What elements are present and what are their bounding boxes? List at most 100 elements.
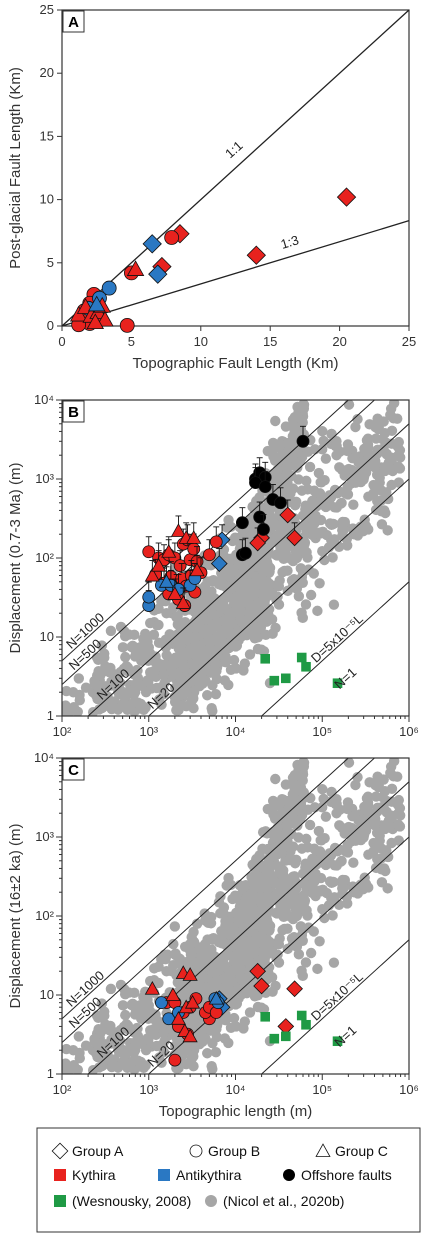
nicol-point [329,860,340,871]
x-tick-label: 10⁶ [399,724,419,739]
diamond-marker-kythira [286,529,303,547]
nicol-point [338,882,349,894]
nicol-point [210,1046,222,1058]
nicol-point [297,417,308,428]
nicol-point [212,616,223,628]
nicol-point [97,1051,109,1062]
nicol-point [179,617,191,628]
nicol-point [106,703,117,715]
nicol-point [80,682,92,693]
circle-marker-antikythira [101,280,117,296]
y-tick-label: 25 [40,2,54,17]
nicol-point [247,579,258,590]
diamond-marker-kythira [336,187,357,207]
nicol-point [127,998,138,1010]
nicol-point [376,877,388,888]
nicol-point [239,900,250,911]
y-tick-label: 5 [47,255,54,270]
nicol-point [287,581,299,593]
nicol-point [348,857,359,868]
nicol-point [327,910,338,921]
square-marker-wesnousky [301,1019,311,1030]
nicol-point [232,607,243,619]
nicol-point [115,621,127,633]
circle-marker-offshore [257,523,270,536]
nicol-point [247,937,258,948]
nicol-point [73,673,85,684]
nicol-point [360,878,372,890]
diamond-marker-kythira [249,962,267,980]
y-tick-label: 10⁴ [34,750,54,765]
nicol-point [372,802,383,814]
legend-diamond-icon [51,1142,69,1160]
nicol-point [176,635,187,647]
nicol-point [314,936,325,947]
x-tick-label: 10³ [139,1082,158,1097]
nicol-point [313,467,325,479]
nicol-point [280,779,292,790]
legend-box [36,1127,421,1233]
nicol-point [260,826,271,837]
nicol-point [194,609,206,621]
nicol-point [317,884,329,896]
legend-label: Group A [72,1143,124,1159]
nicol-point [158,1046,170,1058]
legend-kythira-square-icon [54,1169,66,1181]
nicol-point [227,893,238,905]
y-tick-label: 20 [40,65,54,80]
nicol-point [62,706,70,716]
legend-offshore-circle-icon [283,1169,295,1181]
nicol-point [139,1003,151,1014]
nicol-point [376,864,387,875]
nicol-point [320,811,332,822]
nicol-point [129,651,141,662]
nicol-point [206,981,218,993]
reference-line [87,423,409,716]
nicol-point [384,821,396,832]
nicol-point [258,646,270,657]
panel-letter-box [62,10,85,33]
nicol-point [241,892,252,903]
nicol-point [305,947,317,959]
nicol-point [281,820,292,831]
diamond-marker-kythira [286,980,303,998]
legend-label: Antikythira [176,1167,242,1183]
nicol-point [235,615,247,627]
nicol-point [219,675,231,686]
nicol-point [215,959,226,970]
nicol-point [220,656,231,668]
y-tick-label: 10 [40,629,54,644]
diamond-marker-kythira [246,245,266,265]
nicol-point [96,702,108,714]
nicol-point [360,520,372,532]
nicol-point [273,580,285,592]
nicol-point [309,515,321,526]
nicol-point [68,1045,79,1056]
square-marker-wesnousky [260,1011,271,1022]
nicol-point [232,590,243,602]
nicol-point [120,651,131,663]
nicol-point [282,438,293,449]
nicol-point [312,963,323,975]
y-tick-label: 1 [47,1066,54,1081]
nicol-point [337,516,348,528]
nicol-point [270,890,282,901]
nicol-point [339,470,350,481]
nicol-point [230,1021,242,1032]
nicol-point [298,890,309,901]
nicol-point [228,654,240,666]
x-tick-label: 0 [58,334,65,349]
square-marker-wesnousky [332,1036,343,1047]
x-tick-label: 10⁴ [225,724,245,739]
nicol-point [317,444,328,455]
nicol-point [258,597,269,608]
nicol-point [274,864,285,876]
nicol-point [248,589,260,601]
nicol-point [149,1014,160,1025]
nicol-point [372,444,383,456]
nicol-point [282,796,293,807]
nicol-point [268,468,280,479]
circle-marker-offshore [238,546,252,560]
nicol-point [95,1026,107,1037]
